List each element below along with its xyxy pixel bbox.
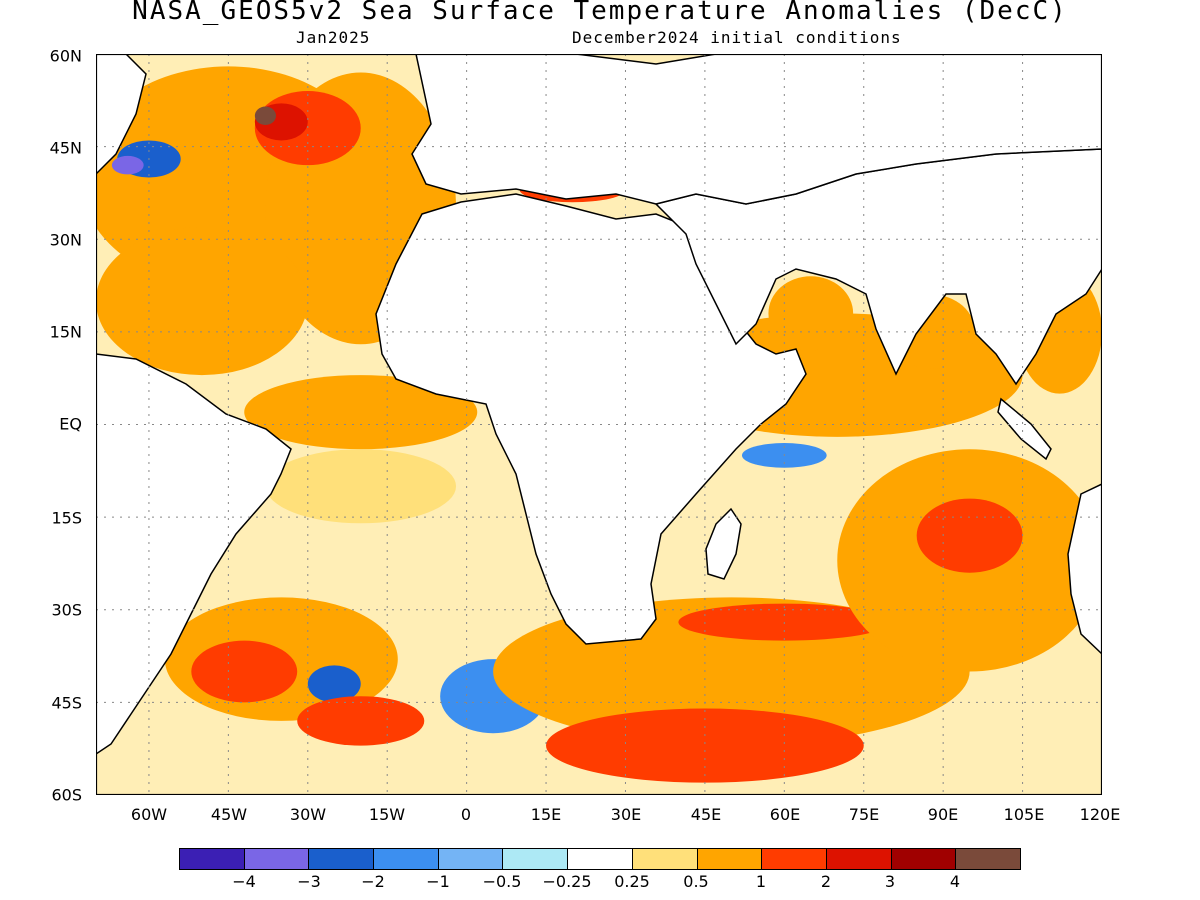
legend-swatch bbox=[309, 849, 375, 869]
legend-label: −4 bbox=[232, 872, 256, 891]
lon-label: 60W bbox=[130, 805, 168, 824]
legend-swatch bbox=[568, 849, 633, 869]
legend-swatch bbox=[180, 849, 245, 869]
lat-label: 60N bbox=[49, 46, 82, 66]
south-america-landmass bbox=[96, 353, 292, 755]
legend-label: 0.5 bbox=[683, 872, 709, 891]
legend-label: 1 bbox=[755, 872, 767, 891]
lon-label: 120E bbox=[1079, 805, 1121, 824]
legend-swatch bbox=[374, 849, 439, 869]
sst-anomaly-map bbox=[96, 54, 1102, 795]
lon-label: 75E bbox=[848, 805, 880, 824]
anomaly-region bbox=[254, 106, 277, 126]
lon-label: 30E bbox=[610, 805, 642, 824]
forecast-month: Jan2025 bbox=[296, 28, 371, 47]
legend-swatch bbox=[762, 849, 827, 869]
legend-swatch bbox=[244, 849, 310, 869]
lat-label: EQ bbox=[59, 414, 82, 434]
initial-conditions: December2024 initial conditions bbox=[572, 28, 902, 47]
anomaly-region bbox=[768, 276, 854, 351]
lon-label: 105E bbox=[1003, 805, 1045, 824]
lon-label: 90E bbox=[927, 805, 959, 824]
legend-swatch bbox=[956, 849, 1020, 869]
anomaly-region bbox=[307, 665, 361, 703]
north-america-landmass bbox=[96, 54, 147, 176]
legend-swatch bbox=[632, 849, 698, 869]
lon-label: 45E bbox=[690, 805, 722, 824]
color-legend-bar bbox=[179, 848, 1021, 870]
legend-label: −0.25 bbox=[542, 872, 592, 891]
legend-label: −0.5 bbox=[482, 872, 522, 891]
lon-label: 0 bbox=[460, 805, 472, 824]
legend-label: 2 bbox=[820, 872, 832, 891]
legend-swatch bbox=[891, 849, 957, 869]
legend-label: 0.25 bbox=[614, 872, 650, 891]
lat-label: 15N bbox=[49, 322, 82, 342]
legend-label: 3 bbox=[884, 872, 896, 891]
lat-label: 60S bbox=[51, 785, 82, 805]
lat-label: 15S bbox=[51, 508, 82, 528]
legend-swatch bbox=[697, 849, 763, 869]
anomaly-region bbox=[244, 375, 478, 450]
legend-swatch bbox=[438, 849, 504, 869]
anomaly-region bbox=[265, 449, 457, 524]
sumatra bbox=[997, 397, 1052, 461]
lon-label: 15W bbox=[368, 805, 406, 824]
lon-label: 60E bbox=[769, 805, 801, 824]
legend-label: −3 bbox=[297, 872, 321, 891]
lat-label: 30N bbox=[49, 230, 82, 250]
anomaly-region bbox=[191, 640, 298, 703]
lon-label: 15E bbox=[530, 805, 562, 824]
lat-label: 45S bbox=[51, 693, 82, 713]
anomaly-region bbox=[297, 696, 425, 746]
lat-label: 30S bbox=[51, 600, 82, 620]
europe-landmass bbox=[411, 54, 1102, 205]
legend-label: 4 bbox=[949, 872, 961, 891]
map-border bbox=[96, 54, 1102, 795]
map-canvas bbox=[96, 54, 1102, 795]
anomaly-region bbox=[111, 155, 144, 175]
anomaly-region bbox=[916, 498, 1023, 573]
lon-label: 45W bbox=[210, 805, 248, 824]
map-title: NASA_GEOS5v2 Sea Surface Temperature Ano… bbox=[132, 0, 1068, 26]
lon-label: 30W bbox=[289, 805, 327, 824]
madagascar bbox=[705, 507, 742, 580]
land-layer bbox=[96, 54, 1102, 755]
anomaly-region bbox=[96, 226, 308, 376]
legend-label: −2 bbox=[361, 872, 385, 891]
legend-swatch bbox=[826, 849, 892, 869]
grid-lines bbox=[96, 54, 1102, 795]
legend-swatch bbox=[503, 849, 569, 869]
australia-edge bbox=[1067, 483, 1102, 656]
legend-label: −1 bbox=[426, 872, 450, 891]
lat-label: 45N bbox=[49, 138, 82, 158]
